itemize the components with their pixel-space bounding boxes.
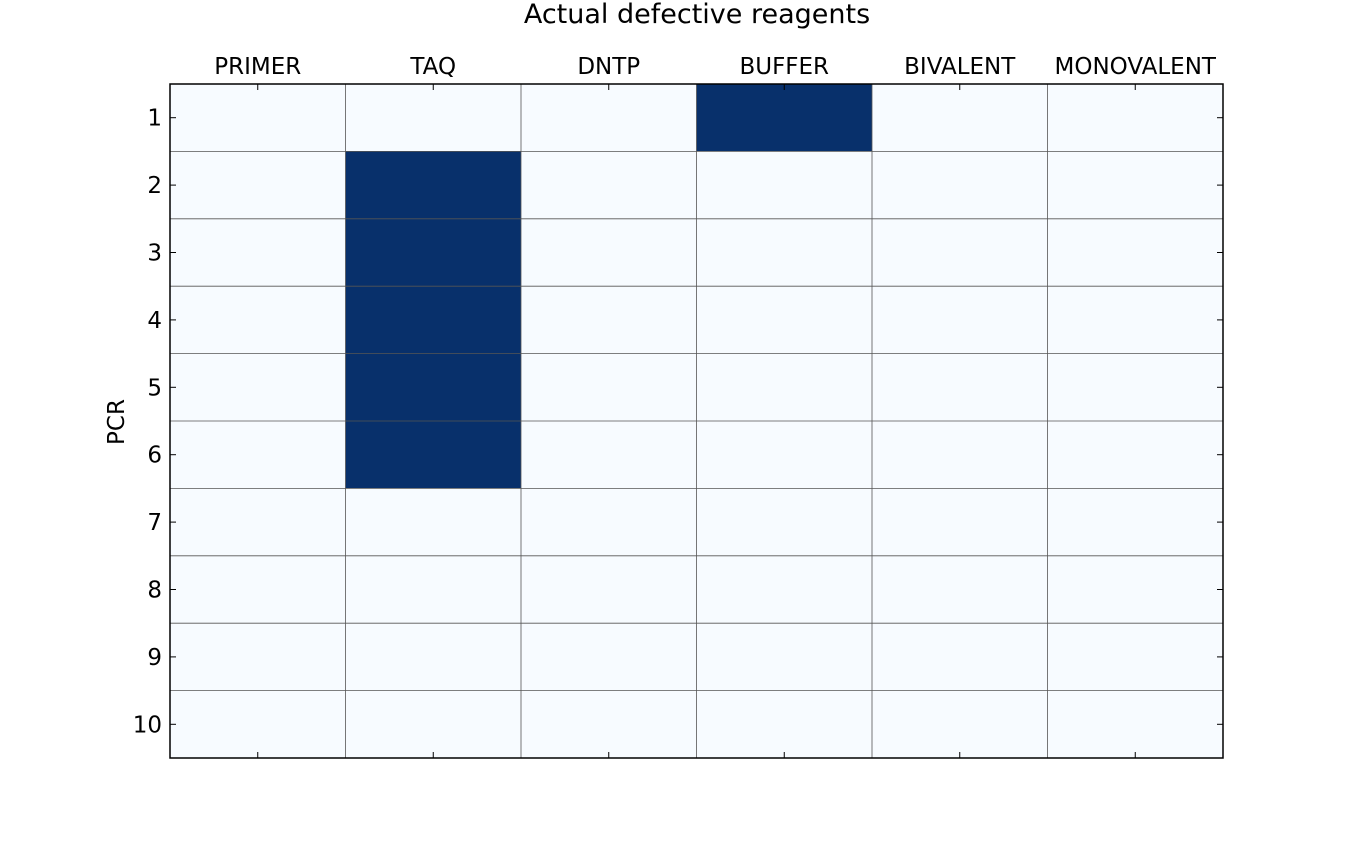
heatmap-cell-r7-bivalent (872, 488, 1048, 556)
heatmap-cell-r1-primer (170, 84, 346, 152)
row-label-5: 5 (147, 375, 162, 401)
heatmap-cell-r9-taq (345, 623, 521, 691)
column-labels: PRIMER TAQ DNTP BUFFER BIVALENT MONOVALENT (214, 54, 1217, 80)
heatmap-cell-r3-taq (345, 218, 521, 287)
heatmap-cell-r8-monovalent (1047, 555, 1223, 624)
heatmap-cell-r7-buffer (696, 488, 872, 556)
column-label-dntp: DNTP (577, 54, 640, 80)
heatmap-cell-r2-bivalent (872, 151, 1048, 219)
heatmap-cell-r1-bivalent (872, 84, 1048, 152)
heatmap-cell-r9-monovalent (1047, 623, 1223, 691)
heatmap-cell-r4-primer (170, 286, 346, 354)
heatmap-cell-r5-monovalent (1047, 353, 1223, 421)
heatmap-cell-r10-dntp (521, 690, 697, 758)
heatmap-cell-r10-taq (345, 690, 521, 758)
heatmap-cell-r1-taq (345, 84, 521, 152)
heatmap-cell-r5-buffer (696, 353, 872, 421)
heatmap-cell-r6-taq (345, 421, 521, 489)
heatmap-cell-r3-dntp (521, 218, 697, 287)
heatmap-cell-r10-bivalent (872, 690, 1048, 758)
heatmap-cell-r4-monovalent (1047, 286, 1223, 354)
heatmap-cell-r6-primer (170, 421, 346, 489)
column-label-buffer: BUFFER (739, 54, 829, 80)
plot-frame (169, 83, 1224, 759)
heatmap-cell-r6-dntp (521, 421, 697, 489)
grid-lines (170, 84, 1223, 758)
heatmap-cell-r4-bivalent (872, 286, 1048, 354)
heatmap-cell-r8-taq (345, 555, 521, 624)
heatmap-cell-r2-buffer (696, 151, 872, 219)
heatmap-cell-r8-buffer (696, 555, 872, 624)
heatmap-cell-r3-bivalent (872, 218, 1048, 287)
heatmap-cell-r8-primer (170, 555, 346, 624)
heatmap-cell-r1-buffer (696, 84, 872, 152)
row-label-4: 4 (147, 308, 162, 334)
heatmap-cell-r5-taq (345, 353, 521, 421)
heatmap-cell-r10-buffer (696, 690, 872, 758)
heatmap-cell-r4-taq (345, 286, 521, 354)
row-label-8: 8 (147, 578, 162, 604)
row-label-2: 2 (147, 173, 162, 199)
row-label-1: 1 (147, 106, 162, 132)
heatmap-cell-r6-buffer (696, 421, 872, 489)
heatmap-cell-r10-primer (170, 690, 346, 758)
column-label-primer: PRIMER (214, 54, 301, 80)
row-label-3: 3 (147, 241, 162, 267)
heatmap-cells (170, 84, 1223, 758)
row-label-10: 10 (133, 712, 162, 738)
heatmap-cell-r4-buffer (696, 286, 872, 354)
axis-ticks (170, 84, 1223, 758)
column-label-taq: TAQ (409, 54, 456, 80)
heatmap-cell-r1-monovalent (1047, 84, 1223, 152)
heatmap-cell-r5-bivalent (872, 353, 1048, 421)
row-label-6: 6 (147, 443, 162, 469)
row-label-7: 7 (147, 510, 162, 536)
heatmap-cell-r9-buffer (696, 623, 872, 691)
y-axis-label: PCR (104, 399, 130, 445)
heatmap-cell-r8-bivalent (872, 555, 1048, 624)
chart-title: Actual defective reagents (524, 0, 870, 30)
heatmap-cell-r3-monovalent (1047, 218, 1223, 287)
heatmap-cell-r4-dntp (521, 286, 697, 354)
heatmap-cell-r6-bivalent (872, 421, 1048, 489)
heatmap-cell-r3-buffer (696, 218, 872, 287)
heatmap-cell-r2-primer (170, 151, 346, 219)
heatmap-cell-r1-dntp (521, 84, 697, 152)
heatmap-cell-r6-monovalent (1047, 421, 1223, 489)
heatmap-cell-r7-primer (170, 488, 346, 556)
row-label-9: 9 (147, 645, 162, 671)
heatmap-cell-r8-dntp (521, 555, 697, 624)
heatmap-cell-r7-dntp (521, 488, 697, 556)
row-labels: 1 2 3 4 5 6 7 8 9 10 (133, 106, 162, 739)
heatmap-cell-r10-monovalent (1047, 690, 1223, 758)
heatmap-cell-r5-primer (170, 353, 346, 421)
heatmap-cell-r9-bivalent (872, 623, 1048, 691)
heatmap-cell-r2-monovalent (1047, 151, 1223, 219)
heatmap-cell-r5-dntp (521, 353, 697, 421)
heatmap-cell-r9-primer (170, 623, 346, 691)
heatmap-cell-r3-primer (170, 218, 346, 287)
column-label-bivalent: BIVALENT (904, 54, 1016, 80)
heatmap-cell-r7-taq (345, 488, 521, 556)
heatmap-cell-r2-taq (345, 151, 521, 219)
heatmap-cell-r2-dntp (521, 151, 697, 219)
heatmap-cell-r9-dntp (521, 623, 697, 691)
heatmap-cell-r7-monovalent (1047, 488, 1223, 556)
column-label-monovalent: MONOVALENT (1055, 54, 1217, 80)
